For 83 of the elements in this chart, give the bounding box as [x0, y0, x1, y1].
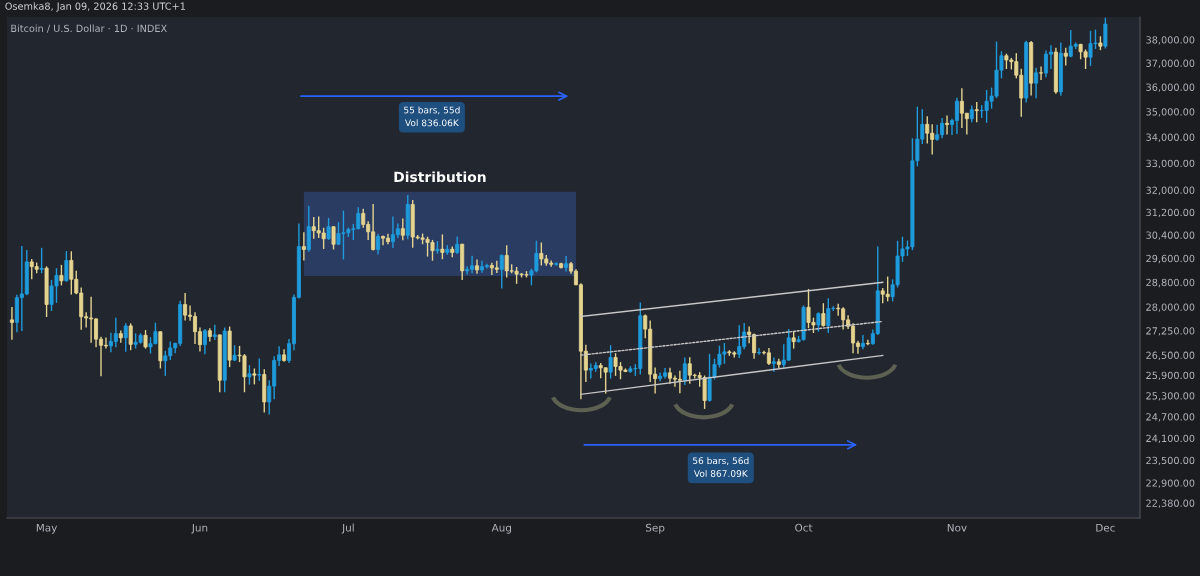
candlestick — [123, 322, 128, 353]
candlestick — [935, 124, 940, 142]
candlestick — [865, 339, 870, 346]
y-tick-label: 36,000.00 — [1146, 83, 1195, 92]
candlestick — [306, 205, 311, 253]
candlestick — [257, 357, 262, 382]
candlestick — [682, 356, 687, 386]
y-tick-label: 26,500.00 — [1146, 351, 1195, 360]
x-tick-label: Dec — [1096, 523, 1115, 532]
candlestick — [677, 370, 682, 394]
candlestick — [326, 217, 331, 241]
candlestick — [564, 255, 569, 273]
candlestick — [1039, 65, 1044, 81]
candlestick — [400, 217, 405, 241]
text: Bitcoin / U.S. Dollar · 1D · INDEX — [11, 24, 167, 33]
candlestick — [183, 292, 188, 322]
y-tick-label: 34,000.00 — [1146, 133, 1195, 142]
y-tick-label: 31,200.00 — [1146, 208, 1195, 218]
annotation: 56 bars, 56d Vol 867.09K — [692, 457, 749, 477]
x-tick-label: Sep — [646, 523, 665, 534]
candlestick — [202, 328, 207, 355]
candlestick — [376, 233, 381, 256]
candlestick — [301, 231, 306, 262]
candlestick — [954, 97, 959, 135]
candlestick — [381, 234, 386, 246]
y-tick-label: 23,500.00 — [1146, 456, 1195, 466]
candlestick — [925, 115, 930, 145]
candlestick — [1048, 44, 1053, 70]
candlestick — [608, 344, 613, 380]
y-tick-label: 22,380.00 — [1146, 499, 1195, 508]
x-tick-label: Oct — [795, 523, 813, 532]
candlestick — [816, 311, 821, 333]
x-tick-label: May — [36, 523, 58, 534]
y-tick-label: 28,800.00 — [1146, 278, 1195, 288]
candlestick — [974, 101, 979, 123]
y-tick-label: 38,000.00 — [1146, 36, 1195, 45]
candlestick — [103, 336, 108, 350]
candlestick — [247, 364, 252, 386]
candlestick — [64, 250, 69, 283]
y-tick-label: 35,000.00 — [1146, 108, 1195, 117]
candlestick — [860, 334, 865, 350]
candlestick — [821, 302, 826, 328]
candlestick — [128, 322, 133, 351]
y-tick-label: 24,100.00 — [1146, 434, 1195, 444]
candlestick — [9, 306, 14, 341]
y-tick-label: 25,900.00 — [1146, 371, 1195, 381]
candlestick — [361, 207, 366, 229]
candlestick — [113, 316, 118, 348]
y-tick-label: 25,300.00 — [1146, 392, 1195, 401]
candlestick — [737, 324, 742, 359]
candlestick — [494, 260, 499, 274]
x-tick-label: Jul — [341, 523, 354, 534]
y-tick-label: 24,700.00 — [1146, 413, 1195, 422]
candlestick — [440, 233, 445, 260]
candlestick — [69, 250, 74, 296]
candlestick — [826, 297, 831, 334]
candlestick — [143, 329, 148, 350]
chart-subtitle: Osemka8, Jan 09, 2026 12:33 UTC+1 — [5, 2, 186, 12]
candlestick — [1034, 67, 1039, 99]
candlestick — [786, 328, 791, 362]
y-tick-label: 22,900.00 — [1146, 479, 1195, 488]
candlestick — [499, 253, 504, 290]
candlestick — [331, 225, 336, 251]
x-tick-label: Nov — [947, 523, 967, 532]
candlestick — [757, 347, 762, 356]
candlestick — [1103, 17, 1108, 50]
y-tick-label: 33,000.00 — [1146, 159, 1195, 169]
candlestick — [59, 264, 64, 287]
y-tick-label: 30,400.00 — [1146, 231, 1195, 240]
band-label: Distribution — [394, 171, 486, 183]
candlestick — [707, 353, 712, 403]
candlestick — [658, 371, 663, 382]
candlestick — [771, 356, 776, 373]
y-tick-label: 32,000.00 — [1146, 186, 1195, 195]
y-tick-label: 29,600.00 — [1146, 254, 1195, 264]
annotation: 55 bars, 55d Vol 836.06K — [404, 106, 460, 127]
x-tick-label: Jun — [191, 523, 208, 534]
y-tick-label: 37,000.00 — [1146, 59, 1195, 68]
y-tick-label: 28,000.00 — [1146, 303, 1195, 312]
x-tick-label: Aug — [491, 523, 511, 534]
candlestick — [39, 247, 44, 274]
y-tick-label: 27,250.00 — [1146, 327, 1195, 336]
candlestick — [945, 114, 950, 136]
